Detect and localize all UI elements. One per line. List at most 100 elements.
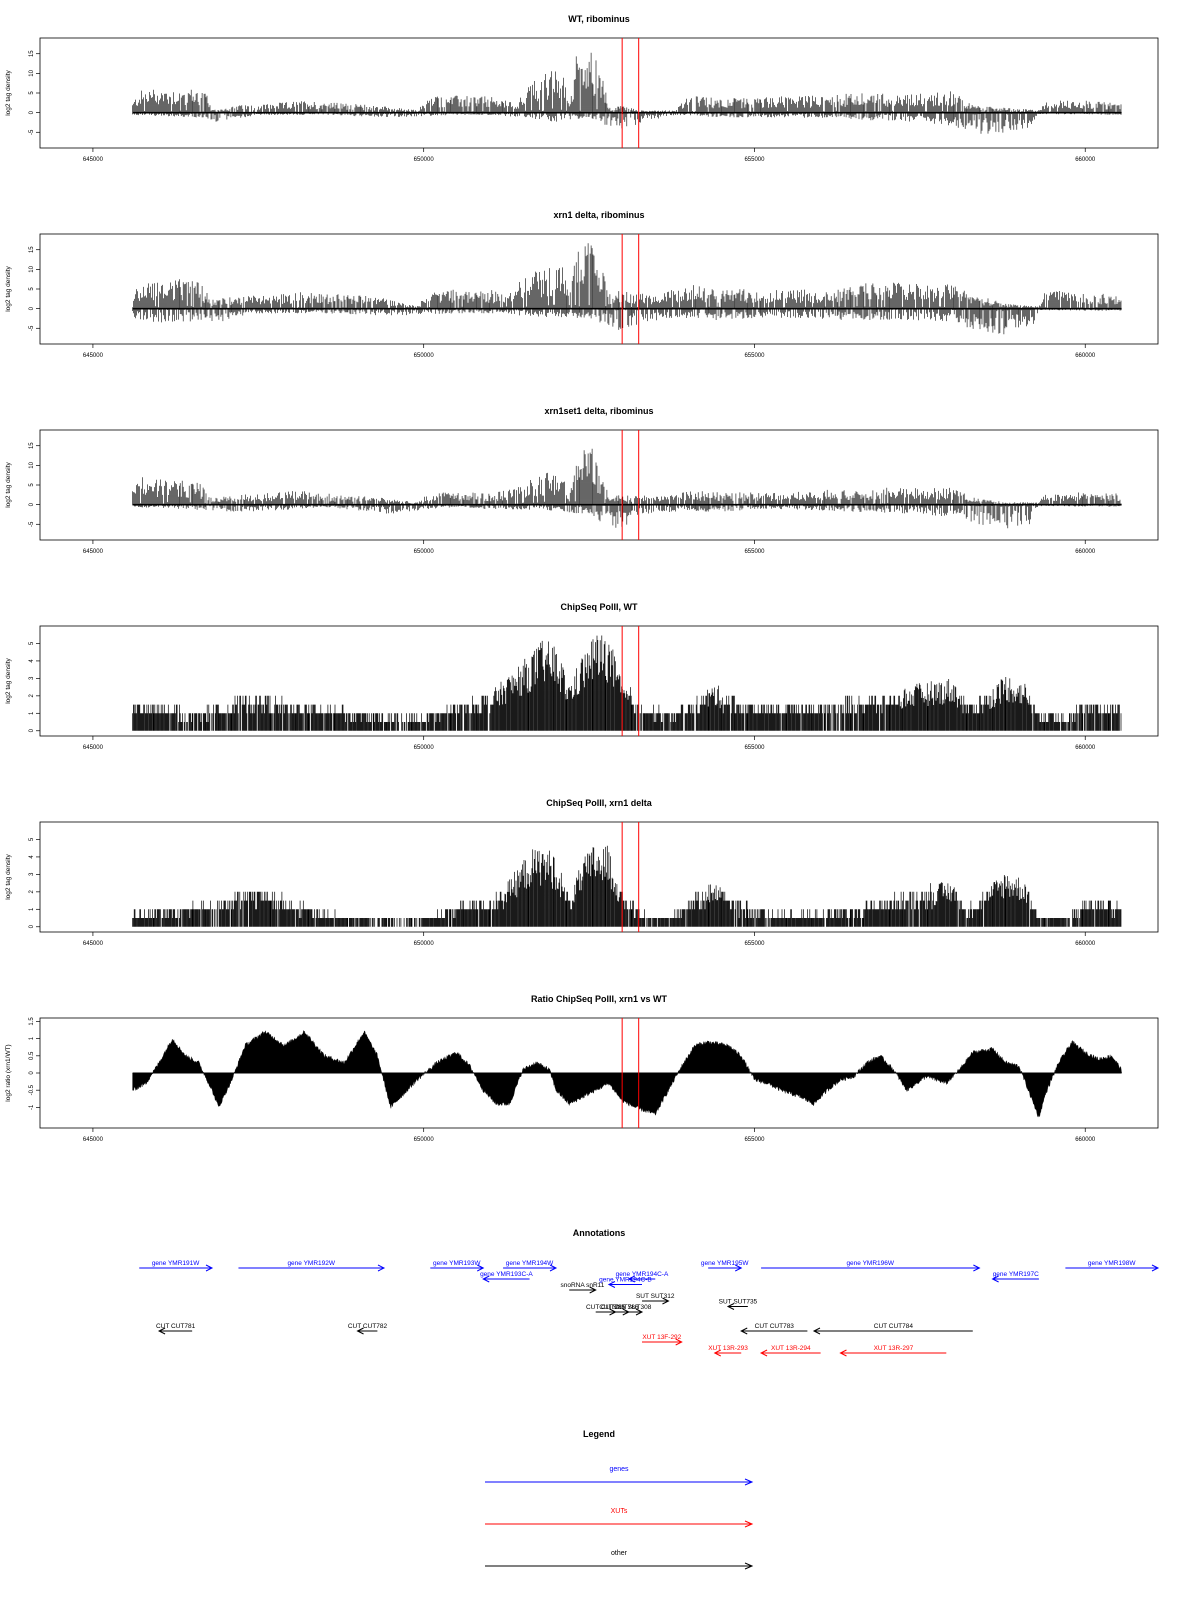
feature-XUTs: XUT 13F-292 (642, 1334, 683, 1346)
feature-genes: gene YMR193W (430, 1260, 485, 1272)
feature-label: SUT SUT735 (719, 1299, 758, 1306)
feature-label: CUT CUT782 (348, 1323, 388, 1330)
reverse-strand-bars (132, 112, 1122, 134)
feature-genes: gene YMR194C-A (616, 1271, 669, 1283)
feature-genes: gene YMR194W (503, 1260, 558, 1272)
legend-title: Legend (583, 1429, 615, 1439)
x-tick-label: 645000 (83, 941, 104, 947)
panel-1: WT, ribominus -5 0 5 10 15 log2 tag density 645… (5, 14, 1159, 163)
feature-arrow-head (713, 1349, 721, 1357)
feature-arrow-head (627, 1275, 635, 1283)
legend-item-other: other (485, 1550, 754, 1570)
x-tick-label: 645000 (83, 353, 104, 359)
y-tick-label: 10 (29, 69, 35, 76)
y-tick-label: 5 (29, 483, 35, 487)
panel-title: ChipSeq PolII, xrn1 delta (546, 798, 653, 808)
feature-arrow-head (477, 1264, 485, 1272)
y-tick-label: -5 (29, 325, 35, 331)
x-tick-label: 645000 (83, 549, 104, 555)
feature-label: SUT SUT308 (613, 1304, 652, 1311)
x-tick-label: 655000 (744, 745, 765, 751)
x-tick-label: 655000 (744, 549, 765, 555)
x-tick-label: 655000 (744, 157, 765, 163)
plot-frame (39, 821, 1159, 933)
feature-label: gene YMR191W (152, 1260, 200, 1267)
feature-label: gene YMR198W (1088, 1260, 1136, 1267)
feature-XUTs: XUT 13R-294 (759, 1345, 821, 1357)
y-tick-label: 4 (29, 659, 35, 663)
feature-arrow-head (726, 1303, 735, 1310)
density-bars (132, 845, 1122, 927)
y-tick-label: -0.5 (29, 1084, 35, 1095)
feature-arrow-head (635, 1308, 644, 1316)
y-tick-label: 10 (29, 265, 35, 272)
legend-arrow-head (744, 1478, 754, 1486)
feature-label: XUT 13R-293 (708, 1345, 748, 1352)
feature-arrow-head (356, 1327, 364, 1335)
feature-arrow-head (839, 1349, 847, 1357)
feature-label: CUT CUT786 (599, 1304, 639, 1311)
feature-label: gene YMR197C (993, 1271, 1039, 1278)
y-tick-label: 5 (29, 837, 35, 841)
feature-label: XUT 13R-294 (771, 1345, 811, 1352)
panel-2: xrn1 delta, ribominus -5 0 5 10 15 log2 tag de… (5, 210, 1159, 359)
annotations-track: Annotations (573, 1228, 626, 1238)
annotations-title: Annotations (573, 1228, 626, 1238)
feature-label: SUT SUT312 (636, 1293, 675, 1300)
feature-other: CUT CUT784 (812, 1323, 973, 1335)
y-tick-label: 0 (29, 110, 35, 114)
feature-genes: gene YMR192W (238, 1260, 386, 1272)
forward-strand-bars (132, 243, 1122, 309)
feature-other: SUT SUT735 (719, 1299, 758, 1310)
feature-arrow-head (740, 1327, 748, 1335)
ratio-area (132, 1030, 1122, 1118)
y-tick-label: -1 (29, 1104, 35, 1110)
feature-label: CUT CUT784 (874, 1323, 914, 1330)
y-tick-label: -5 (29, 521, 35, 527)
y-tick-label: 15 (29, 50, 35, 57)
panel-4: ChipSeq PolII, WT 0 1 2 3 4 5 log2 tag density 6… (5, 602, 1159, 751)
x-tick-label: 650000 (414, 745, 435, 751)
feature-arrow-head (812, 1327, 821, 1335)
x-tick-label: 660000 (1075, 745, 1096, 751)
y-tick-label: 0 (29, 728, 35, 732)
feature-other: SUT SUT308 (613, 1304, 652, 1316)
feature-label: gene YMR194W (506, 1260, 554, 1267)
legend-arrow-head (744, 1562, 754, 1570)
feature-arrow-head (759, 1349, 768, 1357)
density-bars (132, 635, 1122, 731)
legend-label: genes (609, 1466, 629, 1473)
feature-arrow-head (675, 1338, 683, 1346)
feature-arrow-head (589, 1286, 597, 1294)
y-tick-label: 5 (29, 641, 35, 645)
x-tick-label: 660000 (1075, 941, 1096, 947)
x-tick-label: 645000 (83, 157, 104, 163)
y-tick-label: 1.5 (29, 1017, 35, 1026)
y-tick-label: 0 (29, 924, 35, 928)
y-tick-label: 0 (29, 1071, 35, 1075)
y-axis-label: log2 tag density (5, 853, 12, 899)
x-tick-label: 655000 (744, 941, 765, 947)
feature-genes: gene YMR196W (761, 1260, 981, 1272)
panel-title: Ratio ChipSeq PolII, xrn1 vs WT (531, 994, 668, 1004)
feature-arrow-head (735, 1264, 743, 1272)
y-tick-label: 0.5 (29, 1051, 35, 1060)
feature-arrow-head (1151, 1264, 1160, 1272)
x-tick-label: 645000 (83, 745, 104, 751)
x-tick-label: 645000 (83, 1137, 104, 1143)
feature-label: snoRNA snR11 (560, 1282, 604, 1289)
legend-label: XUTs (611, 1508, 628, 1515)
legend-label: other (611, 1550, 628, 1557)
forward-strand-bars (132, 448, 1122, 505)
feature-arrow-head (973, 1264, 981, 1272)
y-tick-label: 1 (29, 1036, 35, 1040)
legend-item-xuts: XUTs (485, 1508, 754, 1528)
feature-other: CUT CUT783 (740, 1323, 808, 1335)
x-tick-label: 650000 (414, 549, 435, 555)
x-tick-label: 660000 (1075, 157, 1096, 163)
y-tick-label: 15 (29, 246, 35, 253)
y-tick-label: 3 (29, 872, 35, 876)
feature-arrow-head (205, 1264, 214, 1272)
feature-genes: gene YMR193C-A (480, 1271, 533, 1283)
feature-label: gene YMR194C-A (616, 1271, 669, 1278)
